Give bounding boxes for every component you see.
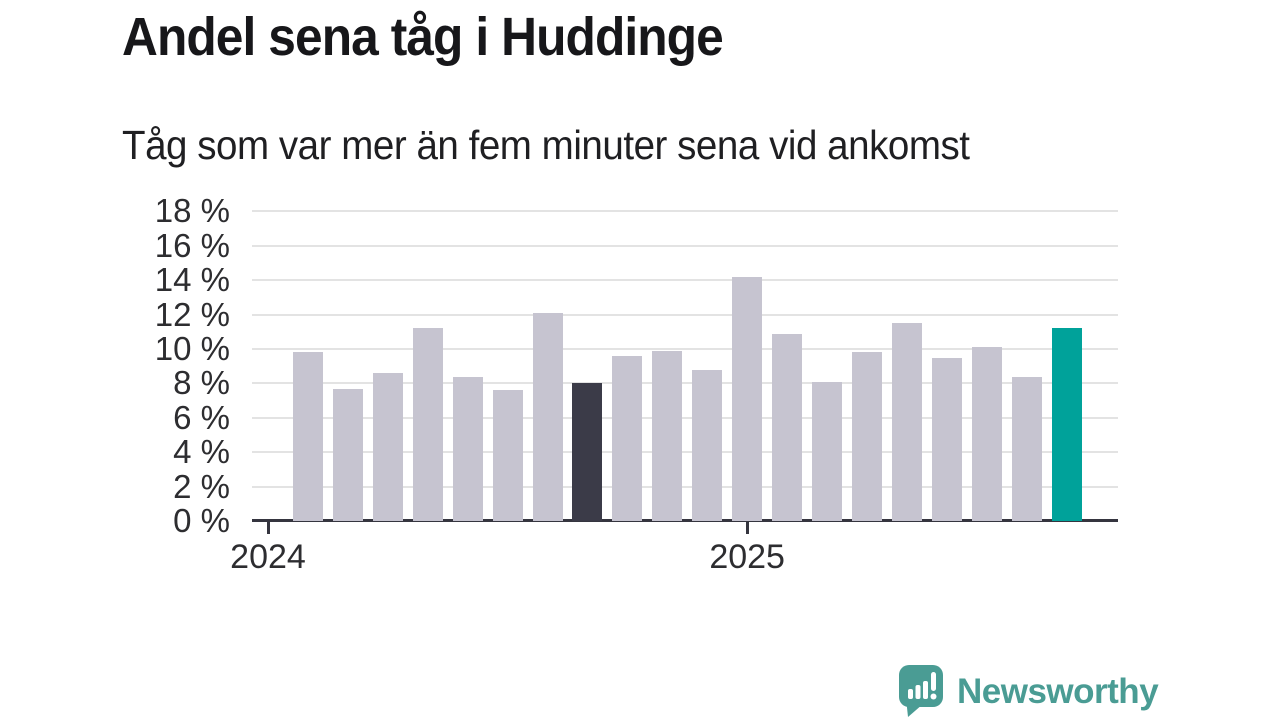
y-axis-tick-label: 4 % (173, 433, 230, 471)
x-axis-tick-label: 2025 (709, 538, 785, 576)
bar-dark (572, 383, 603, 521)
gridline (252, 416, 1118, 419)
bar (492, 390, 523, 521)
bar (332, 388, 363, 521)
x-axis-tick (745, 522, 749, 534)
bar (812, 381, 843, 521)
gridline (252, 313, 1118, 316)
y-axis-tick-label: 14 % (154, 261, 230, 299)
gridline (252, 451, 1118, 454)
bar (532, 312, 563, 521)
y-axis-tick-label: 10 % (154, 330, 230, 367)
bar (971, 347, 1002, 521)
bar (612, 355, 643, 521)
bar (931, 357, 962, 521)
x-axis-tick (266, 522, 270, 534)
bar (452, 376, 483, 521)
gridline (252, 244, 1118, 247)
y-axis-tick-label: 18 % (154, 192, 230, 230)
newsworthy-logo-icon (899, 665, 943, 717)
chart-title: Andel sena tåg i Huddinge (122, 7, 724, 67)
bar (851, 352, 882, 521)
y-axis-tick-label: 2 % (173, 467, 230, 505)
plot-area: 2024 2025 (230, 190, 1118, 576)
gridline (252, 210, 1118, 213)
y-axis-tick-label: 12 % (154, 295, 230, 333)
bar (772, 333, 803, 521)
newsworthy-logo: Newsworthy (898, 664, 1159, 720)
y-axis-tick-label: 8 % (173, 364, 230, 402)
bar-accent (1051, 328, 1082, 521)
bar (1011, 376, 1042, 521)
newsworthy-logo-text: Newsworthy (957, 672, 1159, 711)
y-axis-tick-label: 16 % (154, 226, 230, 264)
gridline (252, 485, 1118, 488)
y-axis-tick-label: 6 % (173, 398, 230, 436)
gridline (252, 382, 1118, 385)
bar (652, 350, 683, 521)
bar (732, 276, 763, 521)
x-axis-tick-label: 2024 (230, 538, 306, 576)
bar (412, 328, 443, 521)
chart-subtitle: Tåg som var mer än fem minuter sena vid … (122, 122, 970, 168)
bar (891, 323, 922, 521)
gridline (252, 279, 1118, 282)
bar (372, 373, 403, 521)
y-axis-tick-label: 0 % (173, 502, 230, 539)
x-axis-line (252, 519, 1118, 522)
bar (292, 352, 323, 521)
bar (692, 369, 723, 521)
gridline (252, 348, 1118, 350)
